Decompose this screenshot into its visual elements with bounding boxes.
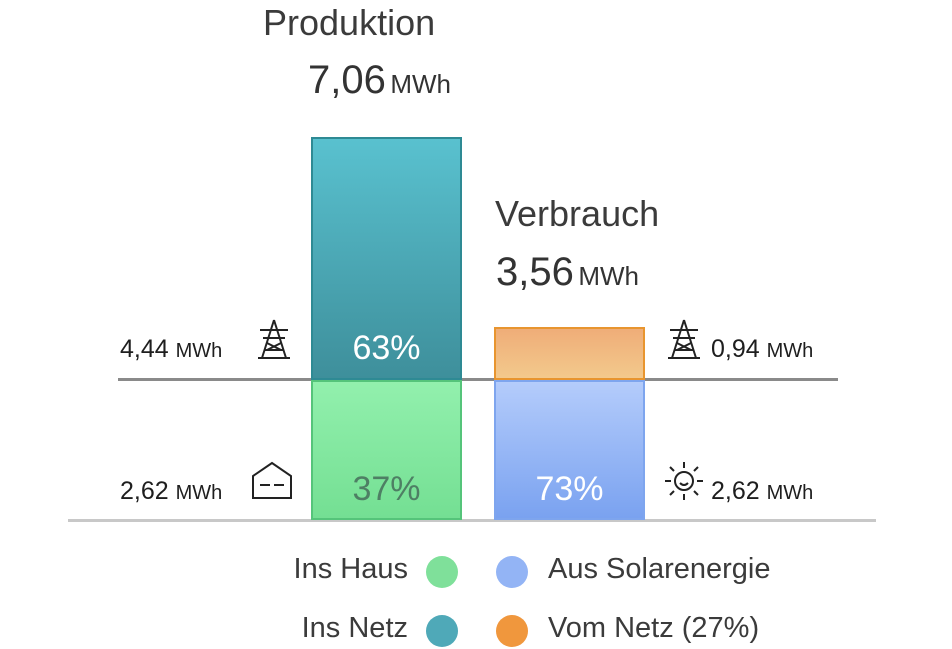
production-house-value: 2,62 MWh xyxy=(120,477,223,505)
legend-ins-netz-label: Ins Netz xyxy=(301,612,408,644)
legend-vom-netz-label: Vom Netz (27%) xyxy=(548,612,760,644)
production-title: Produktion xyxy=(263,2,436,43)
legend-ins-netz-swatch xyxy=(426,615,458,647)
production-haus-percent: 37% xyxy=(352,470,421,508)
power-tower-icon xyxy=(258,319,290,359)
sun-icon xyxy=(665,462,703,500)
consumption-total: 3,56 MWh xyxy=(496,250,639,295)
production-grid-value: 4,44 MWh xyxy=(120,335,223,363)
bar-consumption-aus-solar: 73% xyxy=(494,380,645,520)
consumption-grid-value: 0,94 MWh xyxy=(711,335,814,363)
consumption-unit: MWh xyxy=(578,261,639,291)
consumption-solar-value: 2,62 MWh xyxy=(711,477,814,505)
production-value: 7,06 xyxy=(308,58,386,102)
baseline xyxy=(68,519,876,522)
production-unit: MWh xyxy=(390,69,451,99)
legend-vom-netz-swatch xyxy=(496,615,528,647)
production-total: 7,06 MWh xyxy=(308,58,451,103)
production-netz-percent: 63% xyxy=(352,329,421,367)
bar-production-ins-netz: 63% xyxy=(311,137,462,380)
bar-consumption-vom-netz xyxy=(494,327,645,380)
grid-divider-line xyxy=(118,378,838,381)
legend-aus-solar-swatch xyxy=(496,556,528,588)
house-icon xyxy=(252,461,292,499)
legend-aus-solar-label: Aus Solarenergie xyxy=(548,553,771,585)
consumption-solar-percent: 73% xyxy=(535,470,604,508)
power-tower-icon xyxy=(668,319,700,359)
bar-production-ins-haus: 37% xyxy=(311,380,462,520)
legend-ins-haus-swatch xyxy=(426,556,458,588)
consumption-title: Verbrauch xyxy=(495,193,660,234)
consumption-value: 3,56 xyxy=(496,250,574,294)
legend-ins-haus-label: Ins Haus xyxy=(293,553,408,585)
